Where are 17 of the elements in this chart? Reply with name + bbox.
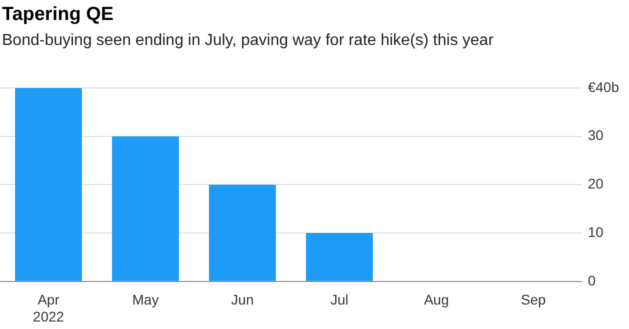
chart-subtitle: Bond-buying seen ending in July, paving way for rate hike(s) this year [2,32,494,50]
bar [306,233,373,281]
y-tick-label: 0 [588,272,596,288]
y-tick-label: €40b [588,78,620,95]
chart-title: Tapering QE [2,4,114,26]
y-tick-label: 30 [588,127,604,144]
bar [112,136,179,281]
bar [208,184,276,281]
x-tick-label: Aug [424,292,449,308]
x-tick-label: May [132,292,159,308]
y-tick-label: 20 [588,176,604,192]
x-tick-label: Sep [520,292,546,308]
bar [15,88,82,281]
x-tick-label: Jul [330,292,348,308]
y-tick-label: 10 [588,224,604,240]
x-tick-label: Jun [231,292,254,308]
x-tick-label: Apr 2022 [32,292,64,324]
